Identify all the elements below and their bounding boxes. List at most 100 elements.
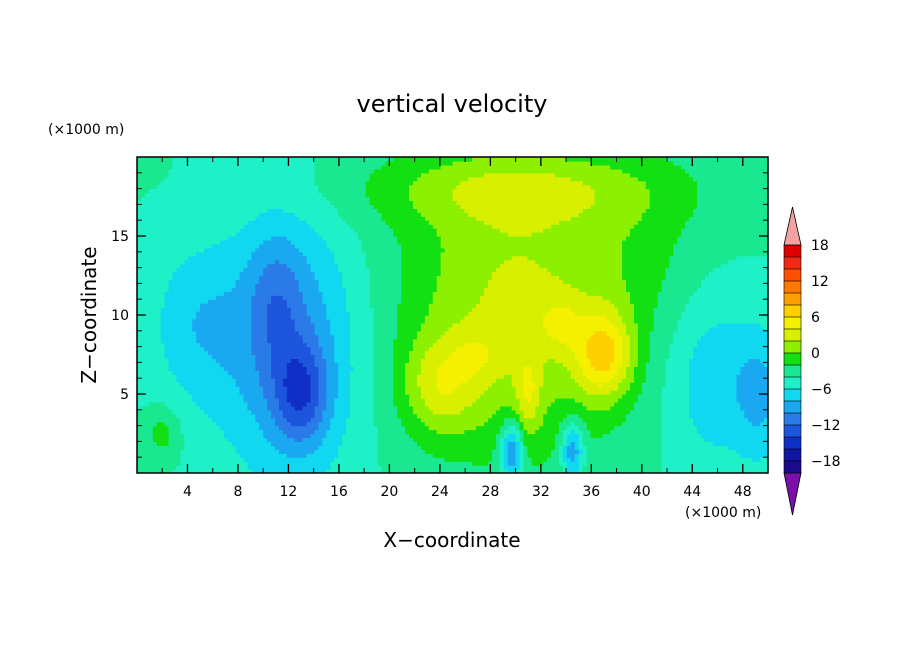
- field-cell: [641, 394, 647, 399]
- field-cell: [405, 449, 410, 454]
- field-cell: [204, 433, 209, 439]
- field-cell: [712, 394, 718, 399]
- field-cell: [381, 378, 387, 383]
- field-cell: [353, 425, 359, 431]
- field-cell: [724, 449, 730, 454]
- field-cell: [744, 401, 749, 407]
- field-cell: [196, 437, 201, 442]
- field-cell: [389, 445, 394, 450]
- field-cell: [468, 354, 473, 360]
- field-cell: [286, 469, 292, 473]
- field-cell: [420, 421, 426, 427]
- field-cell: [657, 417, 663, 423]
- field-cell: [259, 378, 264, 383]
- field-cell: [188, 425, 193, 431]
- field-cell: [196, 417, 201, 423]
- field-cell: [452, 378, 458, 383]
- field-cell: [740, 453, 745, 458]
- field-cell: [349, 469, 355, 473]
- field-cell: [361, 354, 367, 360]
- field-cell: [377, 405, 383, 411]
- field-cell: [290, 449, 296, 454]
- field-cell: [724, 366, 730, 371]
- field-cell: [712, 397, 718, 403]
- field-cell: [633, 417, 639, 423]
- field-cell: [708, 354, 714, 360]
- field-cell: [752, 374, 757, 379]
- field-cell: [464, 362, 469, 367]
- field-cell: [649, 362, 655, 367]
- field-cell: [456, 453, 461, 458]
- field-cell: [736, 465, 741, 470]
- field-cell: [728, 465, 734, 470]
- field-cell: [243, 401, 249, 407]
- field-cell: [271, 433, 276, 439]
- field-cell: [409, 445, 414, 450]
- field-cell: [424, 437, 430, 442]
- field-cell: [626, 453, 631, 458]
- field-cell: [464, 354, 469, 360]
- field-cell: [562, 350, 568, 356]
- field-cell: [551, 413, 556, 419]
- field-cell: [239, 409, 245, 415]
- field-cell: [590, 386, 596, 391]
- field-cell: [614, 441, 619, 446]
- field-cell: [495, 386, 501, 391]
- field-cell: [176, 417, 181, 423]
- field-cell: [184, 390, 189, 395]
- field-cell: [188, 358, 193, 363]
- field-cell: [476, 350, 481, 356]
- field-cell: [764, 378, 768, 383]
- field-cell: [590, 374, 596, 379]
- field-cell: [645, 457, 651, 462]
- field-cell: [168, 394, 174, 399]
- field-cell: [294, 469, 300, 473]
- field-cell: [397, 374, 402, 379]
- field-cell: [704, 445, 710, 450]
- field-cell: [452, 453, 458, 458]
- field-cell: [555, 366, 560, 371]
- field-cell: [484, 382, 489, 387]
- field-cell: [480, 370, 485, 375]
- field-cell: [491, 386, 497, 391]
- field-cell: [377, 445, 383, 450]
- field-cell: [267, 382, 272, 387]
- field-cell: [511, 358, 517, 363]
- field-cell: [756, 413, 761, 419]
- field-cell: [259, 425, 264, 431]
- field-cell: [456, 409, 461, 415]
- field-cell: [176, 346, 181, 352]
- field-cell: [700, 374, 706, 379]
- field-cell: [349, 425, 355, 431]
- field-cell: [598, 350, 603, 356]
- field-cell: [385, 370, 390, 375]
- field-cell: [172, 449, 178, 454]
- field-cell: [227, 421, 233, 427]
- field-cell: [598, 421, 603, 427]
- field-cell: [681, 417, 686, 423]
- field-cell: [263, 362, 268, 367]
- field-cell: [255, 397, 260, 403]
- field-cell: [480, 441, 485, 446]
- field-cell: [207, 405, 213, 411]
- field-cell: [677, 350, 682, 356]
- field-cell: [507, 445, 513, 450]
- field-cell: [231, 429, 237, 435]
- field-cell: [736, 425, 741, 431]
- field-cell: [381, 425, 387, 431]
- field-cell: [231, 354, 237, 360]
- field-cell: [724, 409, 730, 415]
- field-cell: [267, 362, 272, 367]
- field-cell: [697, 386, 702, 391]
- field-cell: [614, 453, 619, 458]
- field-cell: [176, 354, 181, 360]
- field-cell: [681, 378, 686, 383]
- field-cell: [491, 457, 497, 462]
- field-cell: [535, 457, 540, 462]
- field-cell: [389, 378, 394, 383]
- field-cell: [417, 350, 422, 356]
- field-cell: [653, 449, 659, 454]
- field-cell: [708, 401, 714, 407]
- field-cell: [586, 449, 592, 454]
